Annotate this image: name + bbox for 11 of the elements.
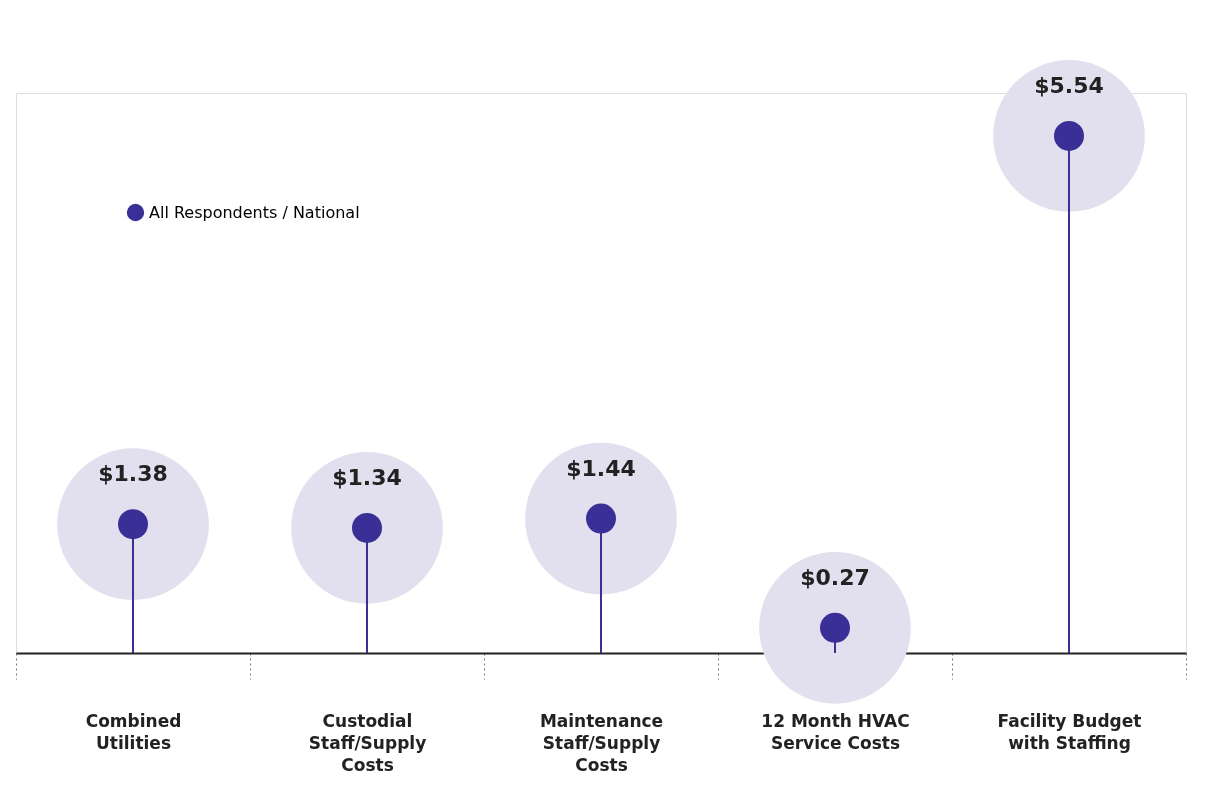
x-tick-label: Combined Utilities [85,710,182,753]
data-label: $1.38 [98,461,168,487]
data-label: $1.44 [566,455,636,481]
x-tick-label: Custodial Staff/Supply Costs [308,710,427,775]
legend-label: All Respondents / National [149,202,360,222]
x-tick-label: Facility Budget with Staffing [997,710,1142,753]
data-label: $5.54 [1034,72,1104,98]
x-tick-label: 12 Month HVAC Service Costs [761,710,910,753]
data-label: $0.27 [800,564,870,590]
x-tick-label: Maintenance Staff/Supply Costs [539,710,664,775]
data-label: $1.34 [332,464,402,490]
